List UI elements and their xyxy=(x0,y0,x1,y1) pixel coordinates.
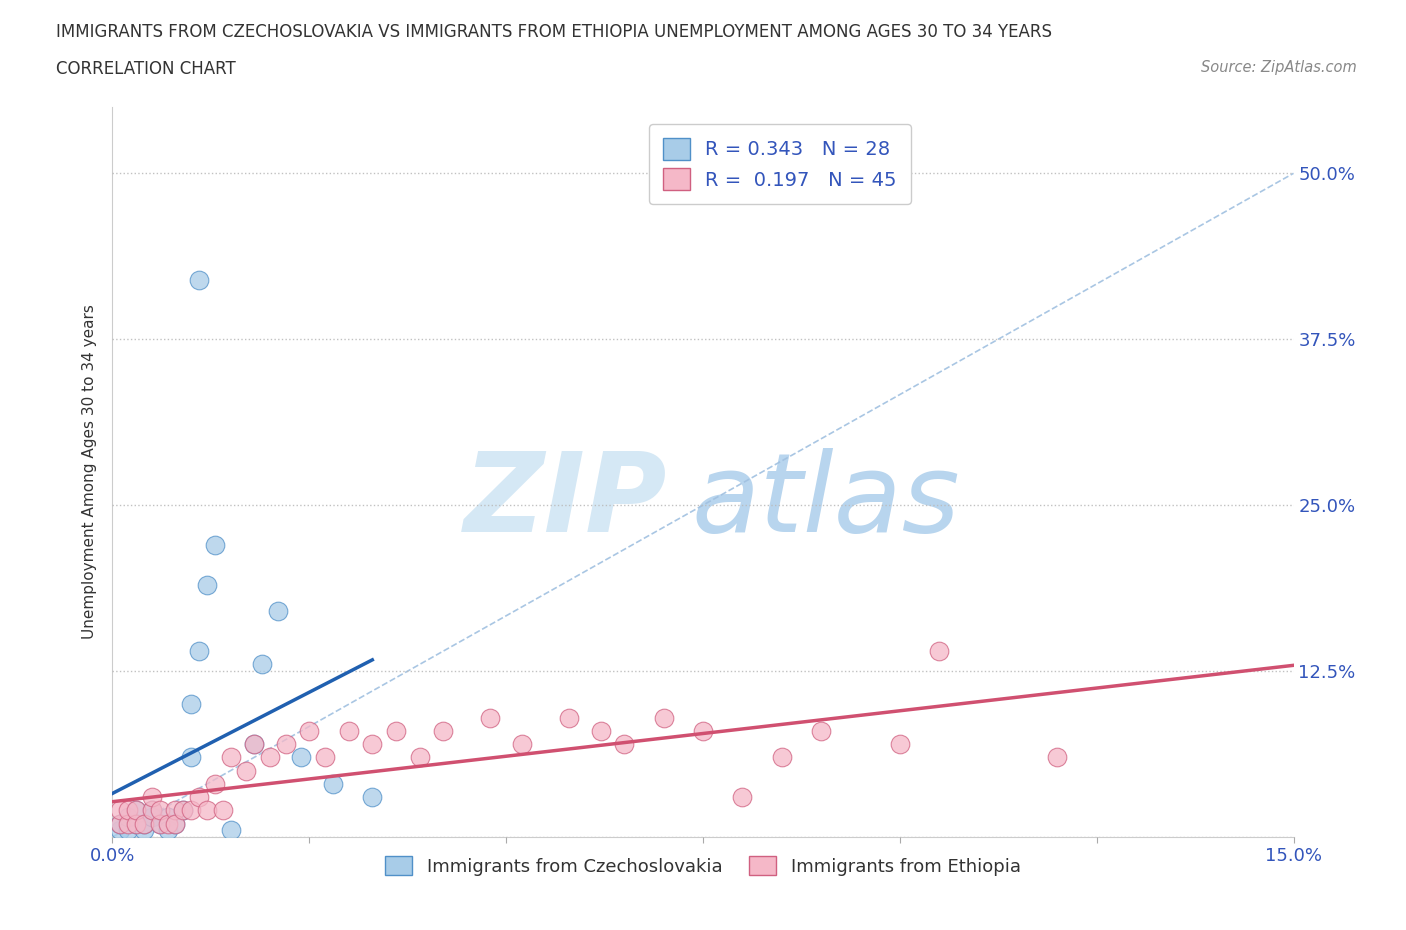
Point xyxy=(235,764,257,778)
Point xyxy=(810,724,832,738)
Text: IMMIGRANTS FROM CZECHOSLOVAKIA VS IMMIGRANTS FROM ETHIOPIA UNEMPLOYMENT AMONG AG: IMMIGRANTS FROM CZECHOSLOVAKIA VS IMMIGR… xyxy=(56,23,1052,41)
Point xyxy=(589,724,612,738)
Point xyxy=(117,803,139,817)
Text: atlas: atlas xyxy=(692,447,960,554)
Text: CORRELATION CHART: CORRELATION CHART xyxy=(56,60,236,78)
Point xyxy=(211,803,233,817)
Point xyxy=(110,823,132,838)
Point xyxy=(652,711,675,725)
Point xyxy=(132,817,155,831)
Point xyxy=(243,737,266,751)
Point xyxy=(770,750,793,764)
Point xyxy=(141,803,163,817)
Point xyxy=(385,724,408,738)
Point xyxy=(141,810,163,825)
Point xyxy=(172,803,194,817)
Point xyxy=(408,750,430,764)
Point xyxy=(117,817,139,831)
Point xyxy=(188,790,211,804)
Point xyxy=(204,538,226,552)
Point xyxy=(149,803,172,817)
Y-axis label: Unemployment Among Ages 30 to 34 years: Unemployment Among Ages 30 to 34 years xyxy=(82,304,97,640)
Point xyxy=(731,790,754,804)
Point xyxy=(195,803,218,817)
Point xyxy=(1046,750,1069,764)
Point xyxy=(125,803,148,817)
Point xyxy=(361,737,384,751)
Point xyxy=(322,777,344,791)
Point xyxy=(337,724,360,738)
Point xyxy=(243,737,266,751)
Point xyxy=(692,724,714,738)
Point xyxy=(889,737,911,751)
Point xyxy=(219,823,242,838)
Point xyxy=(290,750,312,764)
Point xyxy=(172,803,194,817)
Point xyxy=(110,817,132,831)
Point xyxy=(117,810,139,825)
Point xyxy=(259,750,281,764)
Point xyxy=(432,724,454,738)
Point xyxy=(125,803,148,817)
Point xyxy=(165,817,187,831)
Point xyxy=(613,737,636,751)
Point xyxy=(117,823,139,838)
Point xyxy=(188,272,211,287)
Text: ZIP: ZIP xyxy=(464,447,668,554)
Point xyxy=(125,817,148,831)
Point xyxy=(195,578,218,592)
Point xyxy=(132,823,155,838)
Point xyxy=(110,803,132,817)
Point xyxy=(219,750,242,764)
Point xyxy=(314,750,336,764)
Point xyxy=(110,817,132,831)
Point xyxy=(558,711,581,725)
Point xyxy=(180,750,202,764)
Point xyxy=(267,604,290,618)
Point xyxy=(156,810,179,825)
Text: Source: ZipAtlas.com: Source: ZipAtlas.com xyxy=(1201,60,1357,75)
Point xyxy=(165,803,187,817)
Point xyxy=(132,817,155,831)
Point xyxy=(125,817,148,831)
Point xyxy=(149,817,172,831)
Point xyxy=(510,737,533,751)
Point xyxy=(141,803,163,817)
Point xyxy=(361,790,384,804)
Point xyxy=(156,823,179,838)
Point xyxy=(298,724,321,738)
Point xyxy=(204,777,226,791)
Point xyxy=(274,737,297,751)
Point xyxy=(149,817,172,831)
Point xyxy=(141,790,163,804)
Point xyxy=(165,817,187,831)
Legend: Immigrants from Czechoslovakia, Immigrants from Ethiopia: Immigrants from Czechoslovakia, Immigran… xyxy=(378,849,1028,883)
Point xyxy=(928,644,950,658)
Point xyxy=(479,711,502,725)
Point xyxy=(250,657,273,671)
Point xyxy=(156,817,179,831)
Point xyxy=(188,644,211,658)
Point xyxy=(180,803,202,817)
Point xyxy=(180,697,202,711)
